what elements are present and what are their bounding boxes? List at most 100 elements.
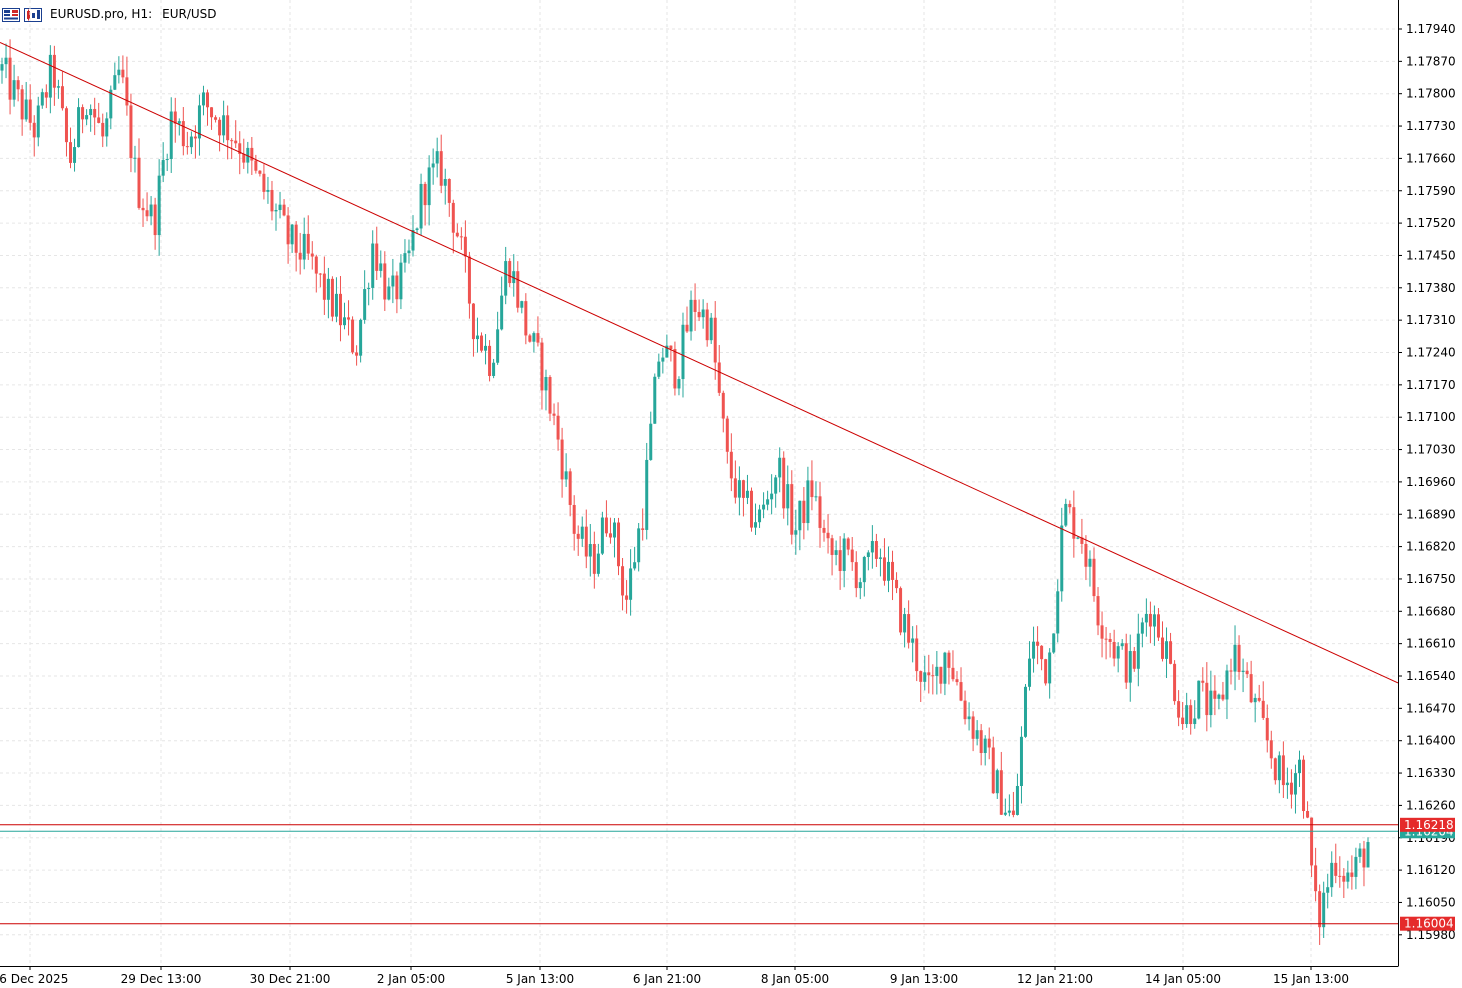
candle-bear xyxy=(959,682,963,701)
candle-bull xyxy=(435,151,439,164)
candle-bull xyxy=(1225,670,1229,700)
candle-bear xyxy=(818,496,822,528)
candle-bull xyxy=(794,530,798,535)
candle-bear xyxy=(1173,663,1177,702)
candle-bear xyxy=(1156,614,1160,638)
candle-bear xyxy=(592,544,596,574)
candle-bear xyxy=(999,770,1003,815)
candle-bear xyxy=(669,345,673,350)
candle-bear xyxy=(459,236,463,238)
candle-bear xyxy=(608,533,612,538)
candle-bull xyxy=(596,553,600,574)
candle-bear xyxy=(830,538,834,555)
candle-bull xyxy=(1209,690,1213,716)
candle-bear xyxy=(8,57,12,100)
candle-bear xyxy=(1237,644,1241,673)
candle-bull xyxy=(520,301,524,308)
candle-bull xyxy=(77,107,81,148)
candle-bear xyxy=(782,457,786,509)
candle-bull xyxy=(995,770,999,794)
candle-bull xyxy=(334,293,338,317)
candle-bull xyxy=(1253,697,1257,703)
chart-type-icon[interactable] xyxy=(24,7,42,22)
drawn-lines xyxy=(0,41,1399,925)
candle-bear xyxy=(560,439,564,480)
candle-bear xyxy=(1205,682,1209,716)
candle-bear xyxy=(939,666,943,684)
candle-bull xyxy=(1048,652,1052,684)
price-tick-label: 1.17590 xyxy=(1406,184,1456,198)
candle-bear xyxy=(1011,810,1015,815)
candle-bull xyxy=(943,652,947,684)
candle-bear xyxy=(729,451,733,479)
candle-bear xyxy=(238,143,242,154)
level-price-tag-bg xyxy=(1400,817,1455,832)
time-tick-label: 9 Jan 13:00 xyxy=(890,972,958,986)
candle-bull xyxy=(222,115,226,136)
candle-bear xyxy=(584,526,588,557)
candle-bull xyxy=(834,550,838,555)
candle-bear xyxy=(318,273,322,275)
candle-bear xyxy=(60,86,64,109)
candle-bear xyxy=(145,210,149,217)
candle-bull xyxy=(24,99,28,120)
candle-bull xyxy=(1023,686,1027,737)
candle-bear xyxy=(508,261,512,284)
candle-bull xyxy=(677,379,681,389)
candle-bull xyxy=(274,210,278,212)
candle-bear xyxy=(226,115,230,141)
candle-bull xyxy=(89,108,93,116)
candle-bear xyxy=(1269,740,1273,759)
candle-bear xyxy=(749,490,753,528)
candle-bear xyxy=(1189,705,1193,725)
candle-bull xyxy=(1140,622,1144,634)
candle-bull xyxy=(1028,658,1032,687)
candle-bull xyxy=(758,509,762,523)
time-tick-label: 12 Jan 21:00 xyxy=(1017,972,1093,986)
candle-bear xyxy=(838,550,842,571)
candle-bear xyxy=(1072,507,1076,539)
candle-bear xyxy=(971,716,975,739)
candle-bear xyxy=(480,335,484,351)
candle-bear xyxy=(310,253,314,257)
candle-bull xyxy=(371,243,375,288)
candle-bear xyxy=(294,224,298,253)
level-price-tag: 1.16004 xyxy=(1404,917,1454,931)
candle-bull xyxy=(1197,680,1201,719)
candle-bear xyxy=(1112,641,1116,659)
trade-panel-icon[interactable] xyxy=(2,7,20,22)
candle-bull xyxy=(201,92,205,106)
candle-bull xyxy=(387,286,391,300)
price-tick-label: 1.17520 xyxy=(1406,216,1456,230)
candle-bull xyxy=(1346,872,1350,882)
candle-bear xyxy=(351,319,355,353)
candle-bull xyxy=(975,730,979,739)
candle-bear xyxy=(1273,758,1277,781)
candle-bear xyxy=(258,170,262,174)
price-tick-label: 1.17100 xyxy=(1406,410,1456,424)
candle-bear xyxy=(1289,782,1293,795)
candle-bull xyxy=(870,541,874,553)
candle-bear xyxy=(915,638,919,672)
candle-bear xyxy=(234,140,238,144)
candle-bull xyxy=(886,561,890,581)
candle-bear xyxy=(516,271,520,308)
candle-bear xyxy=(1249,674,1253,703)
candle-bear xyxy=(214,117,218,120)
candle-bear xyxy=(979,730,983,754)
candle-bear xyxy=(1068,503,1072,508)
candle-bear xyxy=(524,301,528,336)
candle-bear xyxy=(874,541,878,559)
candle-bull xyxy=(701,309,705,318)
time-tick-label: 14 Jan 05:00 xyxy=(1145,972,1221,986)
candle-bull xyxy=(1330,862,1334,888)
candle-bear xyxy=(20,89,24,120)
candle-bear xyxy=(693,299,697,312)
candle-bear xyxy=(1132,651,1136,669)
candle-bear xyxy=(206,92,210,108)
candle-bear xyxy=(1261,700,1265,718)
candle-bull xyxy=(1128,651,1132,683)
candle-bear xyxy=(987,738,991,748)
